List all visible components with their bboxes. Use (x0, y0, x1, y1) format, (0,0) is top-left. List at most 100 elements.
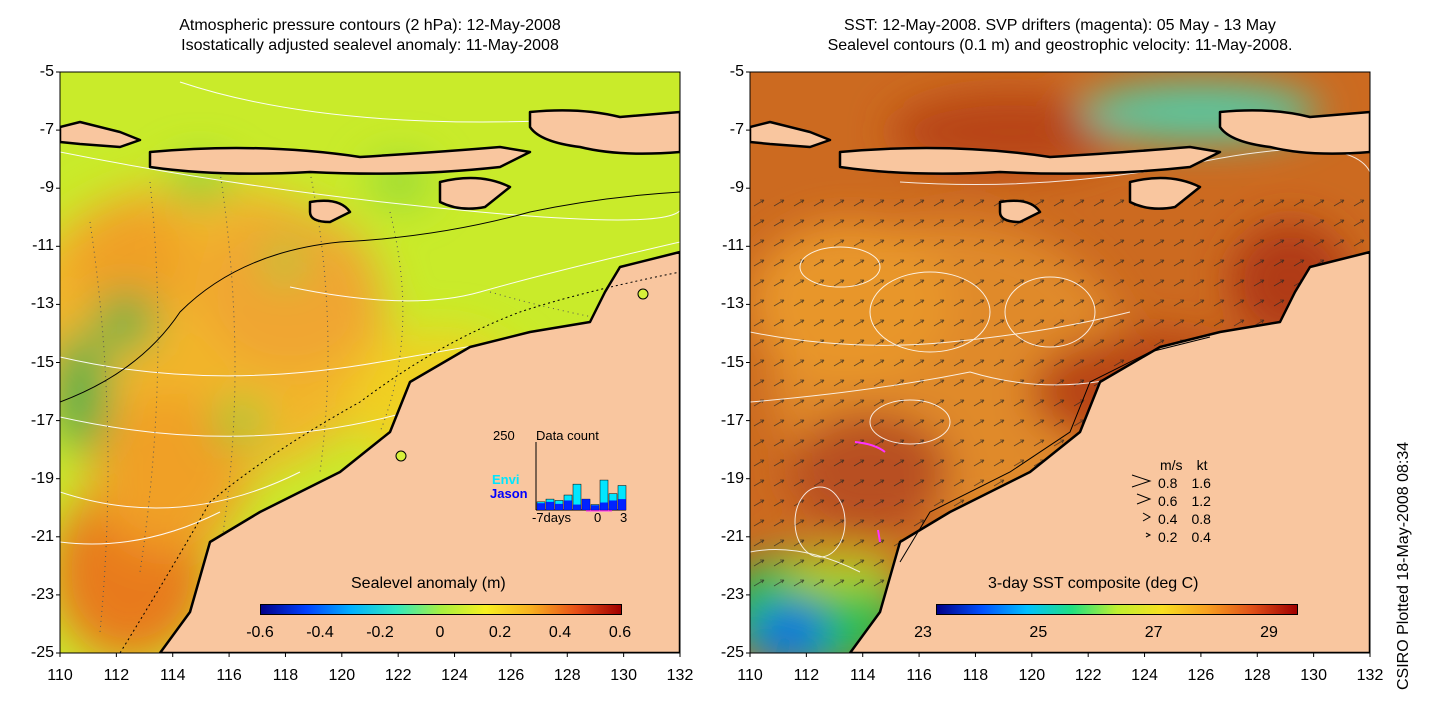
left-x-tick-label: 114 (159, 667, 186, 684)
right-x-tick-label: 114 (849, 667, 876, 684)
histogram-jason-bar (600, 502, 608, 510)
left-x-tick-label: 122 (384, 667, 412, 684)
right-map-title: SST: 12-May-2008. SVP drifters (magenta)… (750, 16, 1370, 56)
velocity-legend-ms: 0.8 (1158, 475, 1178, 491)
velocity-legend-kt: 1.6 (1191, 475, 1211, 491)
right-y-tick-label: -9 (729, 179, 744, 197)
right-y-tick-label: -25 (720, 644, 744, 661)
credit-text: CSIRO Plotted 18-May-2008 08:34 (1395, 441, 1412, 690)
right-y-tick-label: -17 (720, 411, 744, 429)
left-y-tick-label: -15 (30, 353, 54, 371)
left-x-tick-label: 132 (666, 667, 694, 684)
right-x-tick-label: 118 (962, 667, 989, 684)
left-x-tick-label: 124 (441, 667, 468, 684)
left-title-line2: Isostatically adjusted sealevel anomaly:… (181, 37, 559, 54)
histogram-jason-bar (573, 504, 581, 510)
left-y-tick-label: -13 (30, 295, 54, 313)
sst-colorbar-tick-label: 29 (1260, 624, 1278, 641)
right-x-tick-label: 112 (793, 667, 820, 684)
right-y-tick-label: -19 (720, 469, 744, 487)
histogram-jason-bar (546, 501, 554, 510)
velocity-legend-row: 0.8 1.6 (1158, 474, 1211, 492)
velocity-legend-ms: 0.4 (1158, 511, 1178, 527)
left-y-tick-label: -7 (39, 121, 54, 139)
sst-colorbar-title: 3-day SST composite (deg C) (988, 575, 1199, 592)
right-x-tick-label: 126 (1187, 667, 1215, 684)
histogram-jason-bar (582, 499, 590, 510)
right-y-tick-label: -13 (720, 295, 744, 313)
right-y-tick-label: -7 (729, 121, 744, 139)
velocity-legend-row: 0.2 0.4 (1158, 528, 1211, 546)
sla-colorbar-tick-label: -0.2 (366, 624, 394, 641)
left-map-title: Atmospheric pressure contours (2 hPa): 1… (60, 16, 680, 56)
tide-gauge-marker-south (395, 450, 407, 462)
sla-colorbar-tick-label: 0.2 (488, 624, 512, 641)
sst-colorbar-tick-label: 23 (914, 624, 932, 641)
sla-colorbar-title: Sealevel anomaly (m) (351, 575, 506, 592)
right-y-tick-label: -11 (722, 237, 744, 255)
velocity-legend-rows: 0.8 1.6 0.6 1.2 0.4 0.8 0.2 0.4 (1154, 474, 1211, 546)
left-x-tick-label: 120 (328, 667, 356, 684)
sla-colorbar-tick-label: 0 (435, 624, 445, 641)
right-x-tick-label: 132 (1356, 667, 1384, 684)
histogram-jason-bar (609, 500, 617, 510)
right-x-tick-label: 120 (1018, 667, 1046, 684)
left-y-tick-label: -5 (39, 63, 54, 80)
histogram-x-start-label: -7days (532, 510, 572, 525)
histogram-bars (535, 442, 627, 512)
velocity-legend-header-kt: kt (1196, 457, 1208, 473)
sealevel-anomaly-map-canvas (60, 72, 680, 653)
velocity-legend-ms: 0.2 (1158, 529, 1178, 545)
sst-colorbar (936, 604, 1298, 615)
left-y-tick-label: -25 (30, 644, 54, 661)
right-x-tick-label: 110 (737, 667, 763, 684)
left-x-tick-label: 118 (272, 667, 299, 684)
left-x-tick-label: 112 (103, 667, 130, 684)
left-y-tick-label: -23 (30, 585, 54, 603)
right-y-tick-label: -23 (720, 585, 744, 603)
velocity-legend-kt: 0.4 (1191, 529, 1211, 545)
right-title-line2: Sealevel contours (0.1 m) and geostrophi… (827, 37, 1293, 54)
histogram-jason-bar (618, 499, 626, 510)
sla-colorbar-tick-label: -0.6 (246, 624, 274, 641)
velocity-legend-kt: 1.2 (1191, 493, 1211, 509)
velocity-legend-kt: 0.8 (1191, 511, 1211, 527)
left-x-tick-label: 126 (497, 667, 525, 684)
left-x-tick-label: 128 (553, 667, 581, 684)
sst-map: m/s kt 0.8 1.6 0.6 1.2 0.4 0.8 0.2 0.4 3-day SS… (750, 72, 1370, 653)
right-y-tick-label: -15 (720, 353, 744, 371)
velocity-legend-row: 0.4 0.8 (1158, 510, 1211, 528)
sst-colorbar-tick-label: 25 (1029, 624, 1048, 641)
left-y-tick-label: -11 (32, 237, 54, 255)
velocity-legend: m/s kt 0.8 1.6 0.6 1.2 0.4 0.8 0.2 0.4 (1154, 456, 1211, 546)
left-y-tick-label: -17 (30, 411, 54, 429)
left-x-tick-label: 116 (216, 667, 242, 684)
left-y-tick-label: -21 (30, 527, 54, 545)
histogram-x-zero-label: 0 (594, 510, 602, 525)
histogram-x-end-label: 3 (620, 510, 628, 525)
sla-colorbar-tick-label: 0.4 (548, 624, 572, 641)
sla-colorbar-tick-label: -0.4 (306, 624, 334, 641)
histogram-jason-bar (564, 500, 572, 510)
left-y-tick-label: -9 (39, 179, 54, 197)
right-x-tick-label: 116 (906, 667, 932, 684)
right-x-tick-label: 128 (1243, 667, 1271, 684)
sla-colorbar (260, 604, 622, 615)
velocity-legend-row: 0.6 1.2 (1158, 492, 1211, 510)
sla-colorbar-tick-label: 0.6 (608, 624, 632, 641)
histogram-jason-bar (537, 503, 545, 510)
left-x-tick-label: 130 (610, 667, 637, 684)
data-count-histogram: 250 Data count Envi Jason -7days 0 3 (490, 428, 630, 525)
right-x-tick-label: 124 (1131, 667, 1158, 684)
velocity-legend-ms: 0.6 (1158, 493, 1178, 509)
sealevel-anomaly-map: 250 Data count Envi Jason -7days 0 3 Sea… (60, 72, 680, 653)
sst-colorbar-tick-label: 27 (1144, 624, 1163, 641)
left-title-line1: Atmospheric pressure contours (2 hPa): 1… (179, 17, 561, 34)
right-title-line1: SST: 12-May-2008. SVP drifters (magenta)… (844, 17, 1276, 34)
velocity-legend-header-ms: m/s (1160, 457, 1183, 473)
sst-map-canvas (750, 72, 1370, 653)
right-x-tick-label: 130 (1300, 667, 1327, 684)
tide-gauge-marker-north (637, 288, 649, 300)
left-y-tick-label: -19 (30, 469, 54, 487)
right-y-tick-label: -21 (720, 527, 744, 545)
